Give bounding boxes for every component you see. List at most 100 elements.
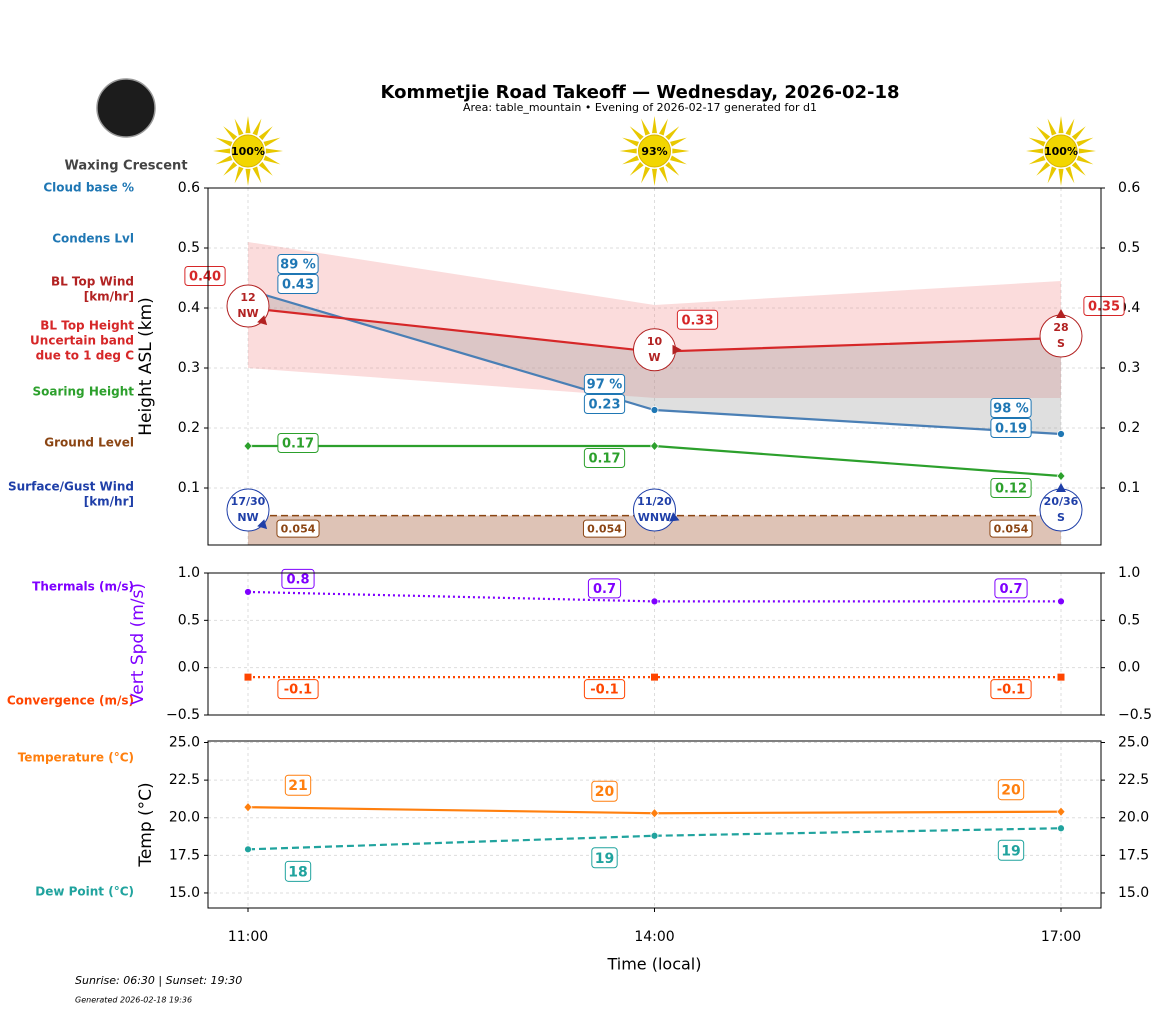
y-tick-label: 25.0 <box>169 735 200 751</box>
sun-label: 100% <box>231 145 265 158</box>
data-label: 18 <box>288 864 307 880</box>
wind-direction: S <box>1057 337 1065 350</box>
sun-ray <box>234 166 244 184</box>
sun-ray <box>245 168 251 186</box>
sun-ray <box>665 161 680 176</box>
marker <box>1057 430 1065 438</box>
marker <box>650 597 659 606</box>
sun-ray <box>1071 126 1086 141</box>
y-tick-label: 0.1 <box>1118 480 1140 496</box>
data-label: 0.7 <box>999 582 1022 597</box>
y-tick-label: 15.0 <box>169 885 200 901</box>
marker <box>1057 824 1065 833</box>
moon-phase: Waxing Crescent <box>64 159 187 174</box>
y-tick-label: 0.5 <box>1118 240 1140 256</box>
label-box <box>994 578 1028 599</box>
sun-ray <box>1036 126 1051 141</box>
wind-circle <box>226 488 270 532</box>
wind-circle <box>226 284 270 328</box>
sun-ray <box>215 137 233 147</box>
row-label: Thermals (m/s) <box>32 580 134 594</box>
sun-ray <box>1076 137 1094 147</box>
data-label: -0.1 <box>284 683 312 698</box>
label-box <box>583 394 626 414</box>
data-label: 20 <box>1001 783 1021 799</box>
chart-subtitle: Area: table_mountain • Evening of 2026-0… <box>463 101 817 114</box>
sun-label: 93% <box>641 145 667 158</box>
label-box <box>990 679 1032 700</box>
sun-ray <box>651 116 658 134</box>
marker <box>1057 673 1065 681</box>
row-label: BL Top Wind <box>51 275 134 289</box>
wind-speed: 11/20 <box>637 495 672 508</box>
x-tick-label: 14:00 <box>634 929 674 945</box>
sun-ray <box>234 118 244 136</box>
marker <box>650 831 659 840</box>
label-box <box>997 779 1025 801</box>
wind-arrow <box>669 512 680 522</box>
marker <box>1056 471 1066 481</box>
y-tick-label: 0.2 <box>178 420 200 436</box>
data-label: 20 <box>595 784 615 800</box>
sun-ray <box>1028 137 1046 147</box>
data-label: -0.1 <box>590 683 618 698</box>
data-label: 0.054 <box>587 523 622 536</box>
y-axis-label: Height ASL (km) <box>136 297 156 436</box>
row-label: due to 1 deg C <box>36 349 135 363</box>
y-tick-label: 15.0 <box>1118 885 1149 901</box>
label-box <box>990 478 1032 498</box>
sun-ray <box>1065 118 1075 136</box>
marker <box>650 406 659 414</box>
data-label: 0.054 <box>994 523 1029 536</box>
wind-arrow <box>257 519 268 530</box>
data-label: 0.43 <box>282 278 314 293</box>
sun-ray <box>659 118 668 136</box>
row-label: Surface/Gust Wind <box>8 480 134 494</box>
row-label: [km/hr] <box>84 495 134 509</box>
sun-ray <box>1078 148 1096 154</box>
wind-speed: 17/30 <box>231 495 266 508</box>
footer-generated: Generated 2026-02-18 19:36 <box>75 996 192 1005</box>
wind-arrow <box>1056 309 1066 318</box>
data-label: 0.17 <box>588 452 620 467</box>
data-label: 0.19 <box>995 422 1027 437</box>
y-axis-label: Temp (°C) <box>136 782 156 867</box>
wind-speed: 12 <box>240 291 255 304</box>
wind-arrow <box>257 315 268 326</box>
row-label: Cloud base % <box>43 181 134 195</box>
wind-speed: 10 <box>647 335 663 348</box>
data-label: 0.054 <box>281 523 316 536</box>
y-tick-label: 17.5 <box>169 847 200 863</box>
sun-ray <box>1026 148 1044 154</box>
y-tick-label: 0.4 <box>178 300 200 316</box>
sun-ray <box>1071 161 1086 176</box>
sun-ray <box>641 166 650 184</box>
sun-ray <box>665 126 680 141</box>
label-box <box>284 774 312 796</box>
sun-ray <box>252 118 262 136</box>
label-box <box>277 679 319 700</box>
y-tick-label: 0.2 <box>1118 420 1140 436</box>
y-tick-label: 17.5 <box>1118 847 1149 863</box>
data-label: 19 <box>1001 843 1020 859</box>
sun-ray <box>258 126 273 141</box>
data-label: 0.17 <box>282 437 314 452</box>
row-label: BL Top Height <box>40 319 134 333</box>
sun-ray <box>622 155 639 165</box>
row-label: [km/hr] <box>84 290 134 304</box>
y-tick-label: 22.5 <box>1118 772 1149 788</box>
label-box <box>997 839 1025 861</box>
sun <box>231 134 265 168</box>
sun-ray <box>1065 166 1075 184</box>
sun-ray <box>223 126 238 141</box>
wind-direction: S <box>1057 511 1065 524</box>
row-label: Uncertain band <box>30 334 134 348</box>
sun-ray <box>1047 118 1057 136</box>
footer-sun: Sunrise: 06:30 | Sunset: 19:30 <box>75 974 242 987</box>
data-label: 0.23 <box>588 398 620 413</box>
chart-title: Kommetjie Road Takeoff — Wednesday, 2026… <box>380 82 899 103</box>
data-label: 0.7 <box>593 582 616 597</box>
sun-ray <box>622 137 639 147</box>
y-axis-label: Vert Spd (m/s) <box>128 583 148 705</box>
sun <box>638 134 671 168</box>
